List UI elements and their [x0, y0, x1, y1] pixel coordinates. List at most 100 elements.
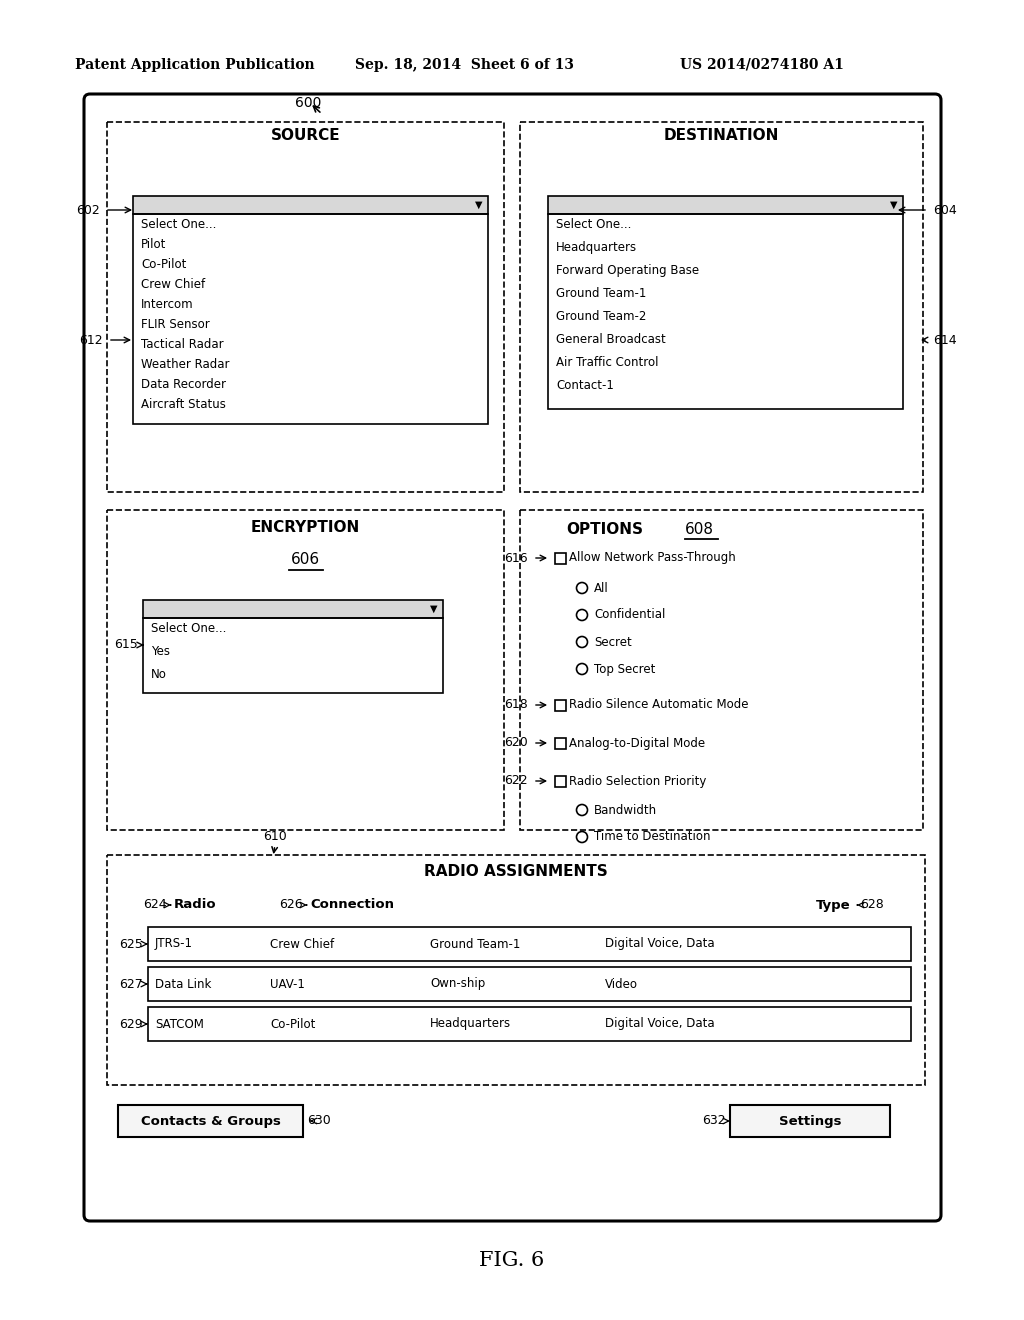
Text: Contact-1: Contact-1 — [556, 379, 613, 392]
Text: 616: 616 — [505, 552, 528, 565]
Bar — [148, 1007, 911, 1041]
Bar — [133, 214, 488, 424]
Text: Data Link: Data Link — [155, 978, 211, 990]
Bar — [548, 214, 903, 409]
Text: Own-ship: Own-ship — [430, 978, 485, 990]
Text: ENCRYPTION: ENCRYPTION — [251, 520, 360, 536]
Bar — [118, 1105, 303, 1137]
Text: FLIR Sensor: FLIR Sensor — [141, 318, 210, 331]
Text: Radio Silence Automatic Mode: Radio Silence Automatic Mode — [569, 698, 749, 711]
Text: Type: Type — [815, 899, 850, 912]
Text: 608: 608 — [685, 523, 714, 537]
Text: Contacts & Groups: Contacts & Groups — [140, 1114, 281, 1127]
Text: Data Recorder: Data Recorder — [141, 378, 226, 391]
Text: Select One...: Select One... — [151, 622, 226, 635]
Text: SATCOM: SATCOM — [155, 1018, 204, 1031]
Text: JTRS-1: JTRS-1 — [155, 937, 193, 950]
Text: 612: 612 — [80, 334, 103, 346]
Text: 600: 600 — [295, 96, 322, 110]
Text: Digital Voice, Data: Digital Voice, Data — [605, 937, 715, 950]
Text: 618: 618 — [504, 698, 528, 711]
Text: 620: 620 — [504, 737, 528, 750]
Bar — [106, 121, 504, 492]
Text: ▼: ▼ — [430, 605, 437, 614]
Bar — [148, 968, 911, 1001]
Text: Select One...: Select One... — [556, 218, 632, 231]
Bar — [520, 510, 923, 830]
Text: Video: Video — [605, 978, 638, 990]
Text: Settings: Settings — [778, 1114, 842, 1127]
Bar — [133, 195, 488, 214]
Text: Connection: Connection — [310, 899, 394, 912]
Text: Allow Network Pass-Through: Allow Network Pass-Through — [569, 552, 736, 565]
Bar — [548, 195, 903, 214]
Text: 625: 625 — [119, 937, 143, 950]
Text: General Broadcast: General Broadcast — [556, 333, 666, 346]
Bar — [555, 553, 565, 564]
Bar — [555, 776, 565, 787]
Text: Pilot: Pilot — [141, 238, 166, 251]
Text: Co-Pilot: Co-Pilot — [141, 257, 186, 271]
Text: DESTINATION: DESTINATION — [664, 128, 779, 144]
Text: Ground Team-1: Ground Team-1 — [430, 937, 520, 950]
Text: 629: 629 — [120, 1018, 143, 1031]
Text: Confidential: Confidential — [594, 609, 666, 622]
Text: Select One...: Select One... — [141, 218, 216, 231]
Text: Top Secret: Top Secret — [594, 663, 655, 676]
Text: Aircraft Status: Aircraft Status — [141, 399, 226, 411]
Text: 614: 614 — [933, 334, 956, 346]
Text: 632: 632 — [702, 1114, 726, 1127]
Text: US 2014/0274180 A1: US 2014/0274180 A1 — [680, 58, 844, 73]
Text: 624: 624 — [143, 899, 167, 912]
Text: 615: 615 — [115, 639, 138, 652]
Text: 602: 602 — [76, 203, 100, 216]
Text: Air Traffic Control: Air Traffic Control — [556, 356, 658, 370]
Text: ▼: ▼ — [890, 201, 898, 210]
Text: Patent Application Publication: Patent Application Publication — [75, 58, 314, 73]
Text: 627: 627 — [119, 978, 143, 990]
Text: Crew Chief: Crew Chief — [270, 937, 334, 950]
Bar — [555, 700, 565, 710]
Text: 606: 606 — [291, 553, 321, 568]
Text: 628: 628 — [860, 899, 884, 912]
Text: Digital Voice, Data: Digital Voice, Data — [605, 1018, 715, 1031]
Text: Radio: Radio — [174, 899, 217, 912]
Text: FIG. 6: FIG. 6 — [479, 1250, 545, 1270]
Text: No: No — [151, 668, 167, 681]
Text: Ground Team-2: Ground Team-2 — [556, 310, 646, 323]
Text: Secret: Secret — [594, 635, 632, 648]
Text: Tactical Radar: Tactical Radar — [141, 338, 223, 351]
Text: Headquarters: Headquarters — [556, 242, 637, 253]
Bar — [106, 510, 504, 830]
Text: Yes: Yes — [151, 645, 170, 657]
Text: Intercom: Intercom — [141, 298, 194, 312]
Text: Sep. 18, 2014  Sheet 6 of 13: Sep. 18, 2014 Sheet 6 of 13 — [355, 58, 574, 73]
Bar — [520, 121, 923, 492]
Text: Bandwidth: Bandwidth — [594, 804, 657, 817]
Bar — [143, 618, 443, 693]
Text: All: All — [594, 582, 608, 594]
Text: 622: 622 — [505, 775, 528, 788]
Text: RADIO ASSIGNMENTS: RADIO ASSIGNMENTS — [424, 863, 608, 879]
Text: UAV-1: UAV-1 — [270, 978, 305, 990]
Text: 604: 604 — [933, 203, 956, 216]
Text: 610: 610 — [263, 830, 287, 843]
Text: Co-Pilot: Co-Pilot — [270, 1018, 315, 1031]
Text: Headquarters: Headquarters — [430, 1018, 511, 1031]
Text: Time to Destination: Time to Destination — [594, 830, 711, 843]
Bar — [148, 927, 911, 961]
Text: Radio Selection Priority: Radio Selection Priority — [569, 775, 707, 788]
Text: Analog-to-Digital Mode: Analog-to-Digital Mode — [569, 737, 706, 750]
Text: ▼: ▼ — [475, 201, 482, 210]
Text: OPTIONS: OPTIONS — [566, 523, 643, 537]
Text: Crew Chief: Crew Chief — [141, 279, 205, 290]
Text: Weather Radar: Weather Radar — [141, 358, 229, 371]
Text: 626: 626 — [280, 899, 303, 912]
Bar — [555, 738, 565, 748]
Text: SOURCE: SOURCE — [270, 128, 340, 144]
Text: Ground Team-1: Ground Team-1 — [556, 286, 646, 300]
Bar — [143, 601, 443, 618]
Text: Forward Operating Base: Forward Operating Base — [556, 264, 699, 277]
Text: 630: 630 — [307, 1114, 331, 1127]
Bar — [106, 855, 925, 1085]
